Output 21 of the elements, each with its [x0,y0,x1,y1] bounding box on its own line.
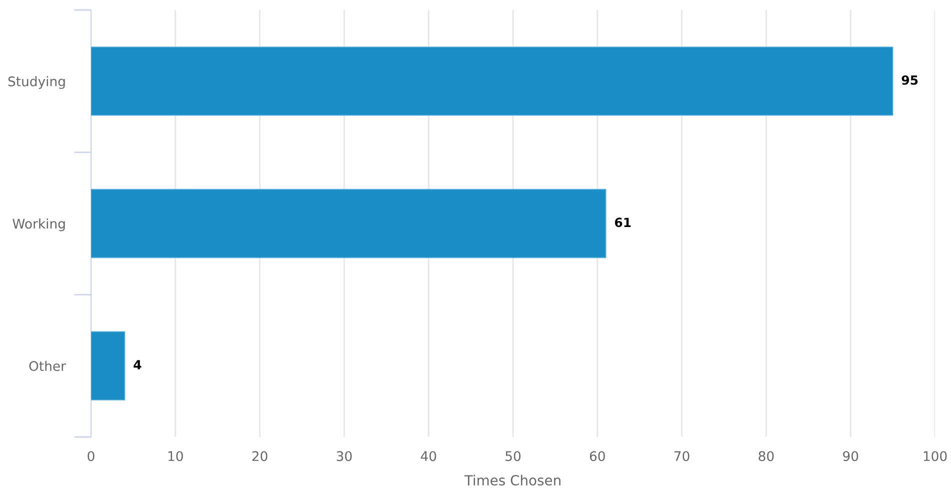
x-tick-label: 100 [924,451,947,462]
x-tick-label: 50 [506,451,521,462]
y-tick-label: Working [12,218,65,232]
y-tick-label: Other [29,360,66,372]
x-tick-label: 70 [674,451,690,462]
x-tick-label: 30 [336,451,352,462]
x-tick-label: 0 [88,451,94,462]
bar [91,46,894,116]
x-tick-label: 90 [843,451,858,462]
bar [91,331,126,400]
x-tick-label: 40 [420,451,436,462]
data-label: 61 [614,218,631,228]
data-label: 95 [902,75,918,85]
x-tick-label: 10 [168,451,183,462]
x-tick-label: 20 [252,451,268,462]
x-tick-label: 60 [590,451,605,462]
x-axis-title: Times Chosen [464,474,560,486]
y-tick-label: Studying [8,76,65,89]
bar [91,188,606,258]
data-label: 4 [134,360,142,370]
x-tick-label: 80 [758,451,774,462]
